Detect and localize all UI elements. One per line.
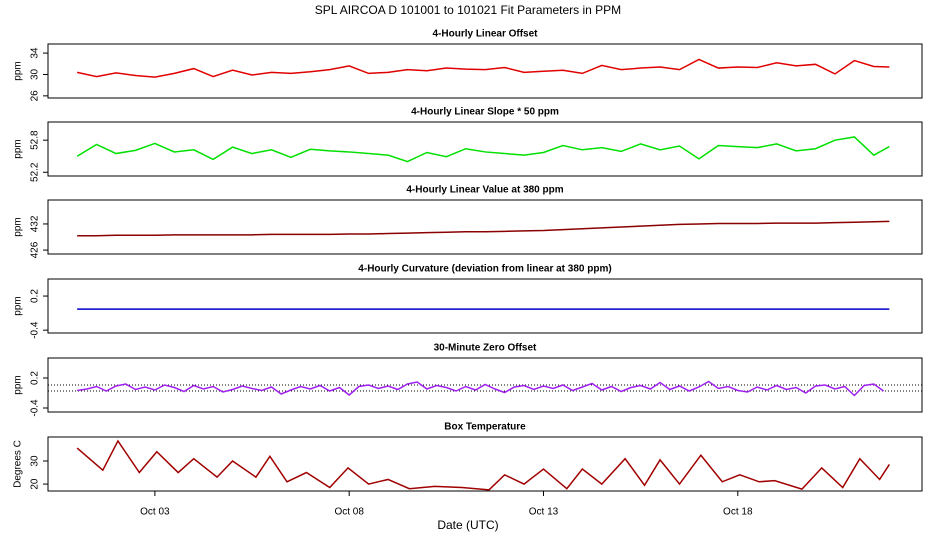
data-line <box>76 58 890 78</box>
y-tick-label: 52.8 <box>30 130 41 150</box>
plot-frame <box>47 278 923 334</box>
x-tick-label: Oct 18 <box>723 507 753 518</box>
y-tick-label: -0.4 <box>30 399 41 417</box>
y-tick-label: 0.2 <box>30 289 41 303</box>
plot-frame <box>47 43 923 99</box>
x-tick-label: Oct 08 <box>334 507 364 518</box>
panel-title: Box Temperature <box>444 422 526 433</box>
y-tick-label: 30 <box>30 455 41 467</box>
y-axis-label: Degrees C <box>13 440 24 488</box>
panel-title: 4-Hourly Curvature (deviation from linea… <box>358 264 611 275</box>
y-tick-label: 0.2 <box>30 371 41 385</box>
data-line <box>77 220 890 237</box>
x-axis-label: Date (UTC) <box>437 518 498 532</box>
panel-title: 4-Hourly Linear Slope * 50 ppm <box>411 107 559 118</box>
y-tick-label: 426 <box>30 241 41 258</box>
data-line <box>77 380 884 397</box>
y-axis-label: ppm <box>13 217 24 236</box>
y-tick-label: 52.2 <box>30 162 41 182</box>
y-tick-label: 20 <box>30 478 41 490</box>
panel-title: 4-Hourly Linear Value at 380 ppm <box>406 185 563 196</box>
y-axis-label: ppm <box>13 375 24 394</box>
data-line <box>76 136 890 163</box>
y-axis-label: ppm <box>13 139 24 158</box>
y-axis-label: ppm <box>13 296 24 315</box>
x-tick-label: Oct 13 <box>529 507 559 518</box>
y-tick-label: 432 <box>30 215 41 232</box>
y-axis-label: ppm <box>13 61 24 80</box>
y-tick-label: 26 <box>30 90 41 102</box>
panel-title: 4-Hourly Linear Offset <box>432 29 538 40</box>
figure-title: SPL AIRCOA D 101001 to 101021 Fit Parame… <box>315 3 621 17</box>
y-tick-label: 30 <box>30 68 41 80</box>
plot-frame <box>47 121 923 177</box>
data-line <box>76 439 890 491</box>
plot-frame <box>47 199 923 255</box>
panel-title: 30-Minute Zero Offset <box>434 343 537 354</box>
x-tick-label: Oct 03 <box>140 507 170 518</box>
y-tick-label: -0.4 <box>30 321 41 339</box>
plot-frame <box>47 436 923 492</box>
y-tick-label: 34 <box>30 47 41 59</box>
